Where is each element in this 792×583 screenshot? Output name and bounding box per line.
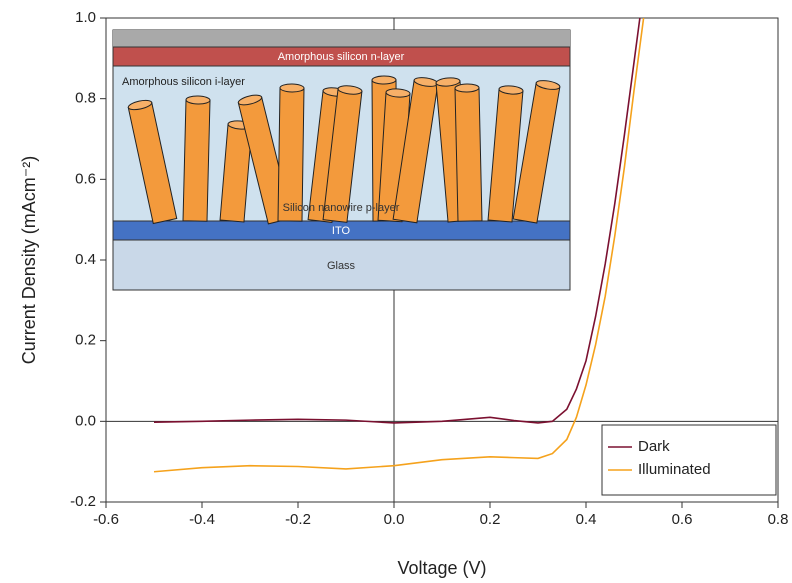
x-tick-label: -0.6 — [93, 511, 119, 528]
top-layer — [113, 30, 570, 47]
n-layer-label: Amorphous silicon n-layer — [278, 51, 405, 63]
n-layer — [112, 46, 571, 67]
series-line — [153, 18, 645, 473]
x-tick-label: 0.2 — [480, 511, 501, 528]
x-tick-label: 0.8 — [768, 511, 789, 528]
nanowire-top — [337, 85, 363, 95]
nanowire-top — [371, 75, 397, 85]
y-tick-label: -0.2 — [70, 493, 96, 510]
p-layer-label: Silicon nanowire p-layer — [283, 202, 400, 214]
x-tick-label: -0.2 — [285, 511, 311, 528]
glass-layer — [112, 239, 571, 291]
nanowire-top — [535, 80, 561, 90]
legend-label: Illuminated — [638, 461, 711, 478]
nanowire-top — [498, 85, 524, 95]
y-tick-label: 0.4 — [75, 251, 96, 268]
nanowire-top — [435, 77, 461, 87]
lines — [153, 18, 645, 473]
x-tick-label: 0.0 — [384, 511, 405, 528]
nanowire-top — [385, 88, 411, 98]
x-tick-label: 0.6 — [672, 511, 693, 528]
nanowire-top — [279, 83, 305, 93]
x-tick-label: 0.4 — [576, 511, 597, 528]
nanowire-top — [127, 99, 153, 111]
nanowire-top — [237, 94, 263, 106]
nanowire — [454, 87, 483, 222]
nanowire-top — [185, 95, 211, 105]
legend-label: Dark — [638, 438, 670, 455]
y-tick-label: 1.0 — [75, 9, 96, 26]
x-tick-label: -0.4 — [189, 511, 215, 528]
ito-label: ITO — [332, 225, 351, 237]
inset-diagram: Amorphous silicon n-layer Amorphous sili… — [112, 29, 571, 291]
x-axis-label: Voltage (V) — [397, 558, 486, 578]
y-tick-label: 0.0 — [75, 412, 96, 429]
y-tick-label: 0.6 — [75, 170, 96, 187]
i-layer-label: Amorphous silicon i-layer — [122, 76, 245, 88]
y-axis-label: Current Density (mAcm⁻²) — [19, 156, 39, 365]
y-tick-label: 0.2 — [75, 332, 96, 349]
legend-box — [601, 424, 777, 496]
y-tick-label: 0.8 — [75, 90, 96, 107]
nanowire-top — [454, 83, 480, 93]
glass-label: Glass — [327, 260, 356, 272]
series-line — [153, 18, 641, 424]
nanowire — [182, 99, 211, 222]
